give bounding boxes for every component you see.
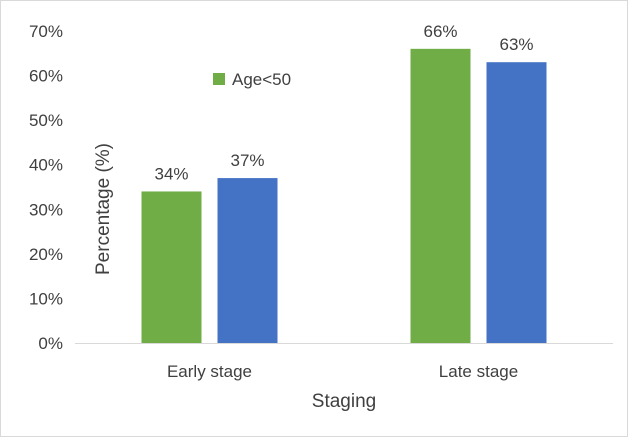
y-tick-label: 20% [29, 245, 63, 264]
bar-early-stage-series-2 [217, 178, 278, 343]
data-label: 37% [230, 151, 264, 170]
data-label-group: 34% 37% 66% 63% [154, 22, 533, 184]
x-axis-ticks: Early stage Late stage [167, 362, 518, 381]
x-axis-title: Staging [312, 391, 376, 412]
legend: Age<50 [213, 70, 291, 89]
y-axis-title: Percentage (%) [93, 143, 114, 275]
data-label: 66% [423, 22, 457, 41]
bar-early-stage-series-1 [141, 191, 202, 343]
x-tick-label: Late stage [439, 362, 518, 381]
data-label: 63% [499, 35, 533, 54]
y-tick-label: 40% [29, 156, 63, 175]
y-tick-label: 0% [38, 334, 63, 353]
y-tick-label: 60% [29, 67, 63, 86]
y-axis-ticks: 0% 10% 20% 30% 40% 50% 60% 70% [29, 22, 63, 353]
y-tick-label: 30% [29, 200, 63, 219]
bar-group [141, 48, 547, 343]
legend-label-age-under-50: Age<50 [232, 70, 291, 89]
bar-late-stage-series-1 [410, 48, 471, 343]
y-tick-label: 50% [29, 111, 63, 130]
bar-late-stage-series-2 [486, 62, 547, 343]
legend-swatch-age-under-50 [213, 73, 225, 85]
y-tick-label: 10% [29, 289, 63, 308]
x-tick-label: Early stage [167, 362, 252, 381]
y-tick-label: 70% [29, 22, 63, 41]
data-label: 34% [154, 164, 188, 183]
